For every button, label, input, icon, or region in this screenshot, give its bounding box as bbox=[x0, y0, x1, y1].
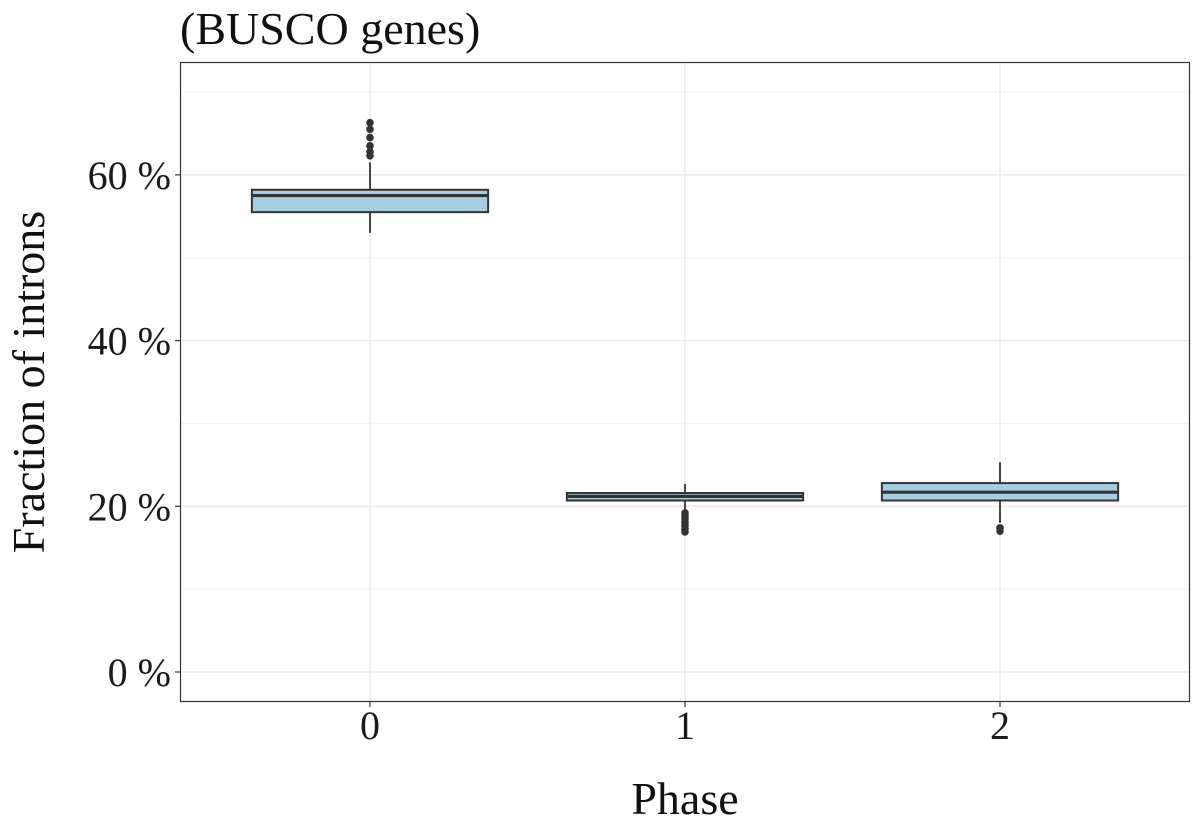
y-tick-label: 60 % bbox=[88, 153, 171, 198]
outlier-point bbox=[366, 147, 374, 156]
axes: 0 % 20 % 40 % 60 % 0 1 2 bbox=[88, 153, 1010, 748]
outlier-point bbox=[366, 118, 374, 127]
outlier-point bbox=[366, 125, 374, 134]
boxplot-2 bbox=[880, 462, 1120, 535]
x-tick-label: 0 bbox=[360, 703, 380, 748]
outlier-point bbox=[366, 142, 374, 150]
y-tick-label: 20 % bbox=[88, 484, 171, 529]
boxplot-0 bbox=[250, 118, 490, 233]
y-tick-label: 40 % bbox=[88, 319, 171, 364]
boxplots bbox=[250, 118, 1120, 536]
x-axis-title: Phase bbox=[631, 773, 738, 824]
chart-title: (BUSCO genes) bbox=[180, 3, 480, 54]
outlier-point bbox=[996, 524, 1004, 532]
boxplot-1 bbox=[565, 483, 805, 536]
x-tick-label: 2 bbox=[990, 703, 1010, 748]
y-axis-title: Fraction of introns bbox=[3, 211, 54, 553]
y-tick-label: 0 % bbox=[108, 650, 171, 695]
x-tick-label: 1 bbox=[675, 703, 695, 748]
box-iqr bbox=[250, 188, 490, 214]
outlier-point bbox=[681, 509, 689, 517]
grid bbox=[181, 63, 1189, 701]
outlier-point bbox=[366, 133, 374, 142]
